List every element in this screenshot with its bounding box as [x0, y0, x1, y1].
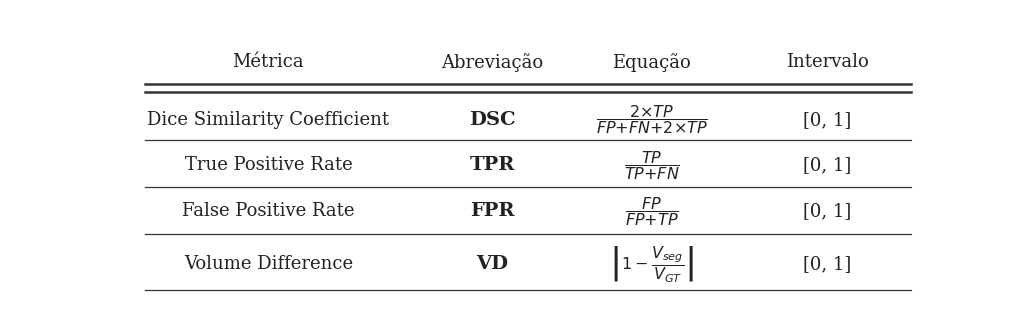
Text: Volume Difference: Volume Difference — [184, 255, 353, 274]
Text: [0, 1]: [0, 1] — [803, 255, 852, 274]
Text: Equação: Equação — [612, 53, 691, 72]
Text: Intervalo: Intervalo — [786, 53, 868, 72]
Text: DSC: DSC — [469, 111, 515, 129]
Text: True Positive Rate: True Positive Rate — [184, 156, 352, 174]
Text: TPR: TPR — [470, 156, 515, 174]
Text: $\left|1-\dfrac{V_{seg}}{V_{GT}}\right|$: $\left|1-\dfrac{V_{seg}}{V_{GT}}\right|$ — [609, 244, 694, 285]
Text: False Positive Rate: False Positive Rate — [182, 202, 354, 220]
Text: [0, 1]: [0, 1] — [803, 111, 852, 129]
Text: $\dfrac{TP}{TP{+}FN}$: $\dfrac{TP}{TP{+}FN}$ — [623, 149, 680, 182]
Text: $\dfrac{FP}{FP{+}TP}$: $\dfrac{FP}{FP{+}TP}$ — [625, 195, 679, 228]
Text: FPR: FPR — [470, 202, 514, 220]
Text: Dice Similarity Coefficient: Dice Similarity Coefficient — [147, 111, 389, 129]
Text: VD: VD — [476, 255, 508, 274]
Text: Métrica: Métrica — [233, 53, 304, 72]
Text: [0, 1]: [0, 1] — [803, 202, 852, 220]
Text: Abreviação: Abreviação — [441, 53, 543, 72]
Text: $\dfrac{2{\times}TP}{FP{+}FN{+}2{\times}TP}$: $\dfrac{2{\times}TP}{FP{+}FN{+}2{\times}… — [595, 103, 708, 136]
Text: [0, 1]: [0, 1] — [803, 156, 852, 174]
